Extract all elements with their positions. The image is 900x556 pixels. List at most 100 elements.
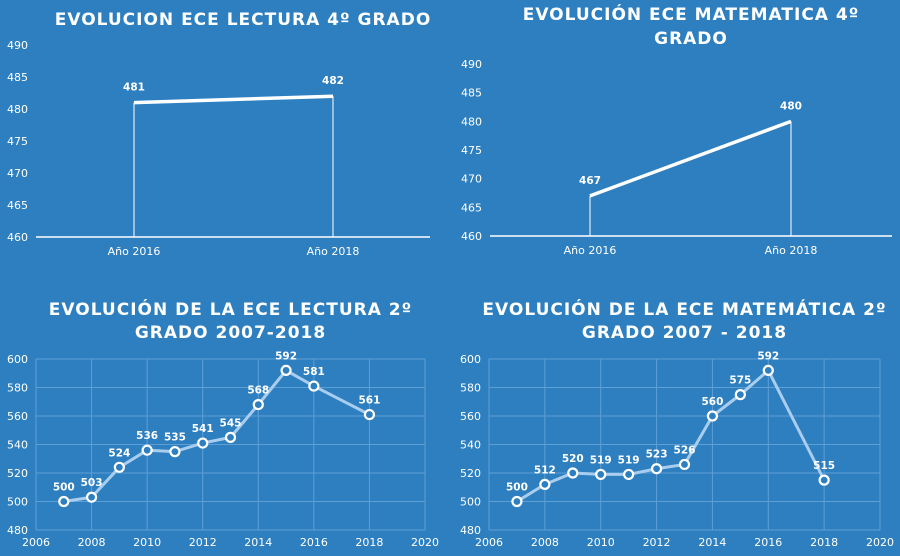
- data-label: 568: [247, 385, 269, 397]
- x-tick-label: 2018: [810, 536, 838, 549]
- series-line: [63, 368, 371, 503]
- x-tick-label: 2012: [189, 536, 217, 549]
- x-tick-label: 2020: [411, 536, 439, 549]
- data-label: 515: [813, 460, 835, 472]
- data-point: [169, 446, 181, 458]
- y-tick-label: 600: [460, 353, 481, 366]
- x-tick-label: 2006: [475, 536, 503, 549]
- x-tick-label: 2006: [22, 536, 50, 549]
- data-label: 519: [618, 454, 640, 466]
- data-point: [252, 399, 264, 411]
- y-tick-label: 600: [7, 353, 28, 366]
- x-tick-label: 2014: [244, 536, 272, 549]
- data-label: 480: [780, 100, 802, 112]
- data-point: [567, 467, 579, 479]
- y-tick-label: 480: [7, 103, 28, 116]
- data-point: [762, 364, 774, 376]
- x-tick-label: 2018: [355, 536, 383, 549]
- data-label: 481: [123, 82, 145, 94]
- y-tick-label: 465: [7, 199, 28, 212]
- data-label: 541: [192, 423, 214, 435]
- data-point: [141, 444, 153, 456]
- data-point: [678, 458, 691, 471]
- y-tick-label: 485: [461, 87, 482, 100]
- y-tick-label: 480: [7, 524, 28, 537]
- data-point: [818, 474, 830, 486]
- y-tick-label: 475: [7, 135, 28, 148]
- data-point: [734, 389, 746, 401]
- data-label: 526: [674, 444, 696, 456]
- data-label: 467: [579, 175, 601, 187]
- x-tick-label: 2010: [587, 536, 615, 549]
- data-point: [539, 478, 551, 490]
- y-tick-label: 520: [7, 467, 28, 480]
- x-tick-label: 2020: [866, 536, 894, 549]
- data-point: [280, 364, 292, 376]
- y-tick-label: 560: [460, 410, 481, 423]
- chart-panel-1: EVOLUCION ECE LECTURA 4º GRADO 460 465 470 4…: [7, 10, 432, 258]
- data-label: 524: [108, 447, 130, 459]
- y-tick-label: 460: [461, 230, 482, 243]
- data-point: [224, 431, 237, 443]
- data-label: 523: [646, 449, 668, 461]
- data-point: [113, 461, 125, 473]
- chart-title-line: EVOLUCIÓN ECE MATEMATICA 4º: [523, 3, 860, 25]
- y-tick-label: 480: [461, 115, 482, 128]
- chart-panel-2: EVOLUCIÓN ECE MATEMATICA 4º GRADO 460 465 47…: [461, 3, 892, 257]
- y-tick-label: 490: [461, 58, 482, 71]
- chart-panel-4: EVOLUCIÓN DE LA ECE MATEMÁTICA 2º GRADO 2…: [460, 298, 894, 549]
- chart-title-line: EVOLUCION ECE LECTURA 4º GRADO: [55, 10, 432, 30]
- y-tick-label: 580: [7, 382, 28, 395]
- data-point: [595, 468, 607, 481]
- data-label: 592: [757, 350, 779, 362]
- chart-title-line: EVOLUCIÓN DE LA ECE LECTURA 2º: [49, 298, 412, 320]
- y-tick-label: 500: [460, 496, 481, 509]
- data-point: [650, 463, 663, 475]
- data-label: 536: [136, 430, 158, 442]
- series-line: [589, 119, 792, 198]
- data-point: [363, 408, 376, 421]
- x-tick-label: 2010: [133, 536, 161, 549]
- data-label: 482: [322, 75, 344, 87]
- x-tick-label: 2014: [698, 536, 726, 549]
- y-tick-label: 465: [461, 201, 482, 214]
- series-line: [516, 368, 826, 503]
- data-label: 575: [729, 375, 751, 387]
- x-category-label: Año 2018: [307, 245, 360, 258]
- x-tick-label: 2016: [754, 536, 782, 549]
- x-tick-label: 2008: [531, 536, 559, 549]
- y-tick-label: 460: [7, 231, 28, 244]
- x-category-label: Año 2018: [765, 244, 818, 257]
- x-category-label: Año 2016: [564, 244, 617, 257]
- data-label: 560: [701, 396, 723, 408]
- series-line: [133, 94, 334, 105]
- data-label: 500: [53, 482, 75, 494]
- y-tick-label: 540: [7, 439, 28, 452]
- x-category-label: Año 2016: [108, 245, 161, 258]
- y-tick-label: 470: [7, 167, 28, 180]
- chart-title-line: EVOLUCIÓN DE LA ECE MATEMÁTICA 2º: [482, 298, 886, 320]
- data-label: 519: [590, 454, 612, 466]
- data-point: [308, 380, 320, 392]
- chart-title-line: GRADO 2007-2018: [135, 323, 326, 343]
- chart-title-line: GRADO 2007 - 2018: [582, 323, 787, 343]
- data-label: 520: [562, 453, 584, 465]
- y-tick-label: 470: [461, 173, 482, 186]
- data-label: 561: [358, 395, 380, 407]
- chart-title-line: GRADO: [654, 29, 728, 49]
- data-point: [85, 491, 98, 503]
- y-tick-label: 485: [7, 71, 28, 84]
- data-label: 535: [164, 432, 186, 444]
- y-tick-label: 500: [7, 496, 28, 509]
- y-tick-label: 475: [461, 144, 482, 157]
- y-tick-label: 520: [460, 467, 481, 480]
- y-tick-label: 580: [460, 382, 481, 395]
- x-tick-label: 2012: [643, 536, 671, 549]
- data-point: [623, 468, 635, 481]
- y-tick-label: 480: [460, 524, 481, 537]
- y-tick-label: 540: [460, 439, 481, 452]
- data-point: [197, 437, 209, 449]
- data-label: 512: [534, 464, 556, 476]
- data-label: 545: [220, 417, 242, 429]
